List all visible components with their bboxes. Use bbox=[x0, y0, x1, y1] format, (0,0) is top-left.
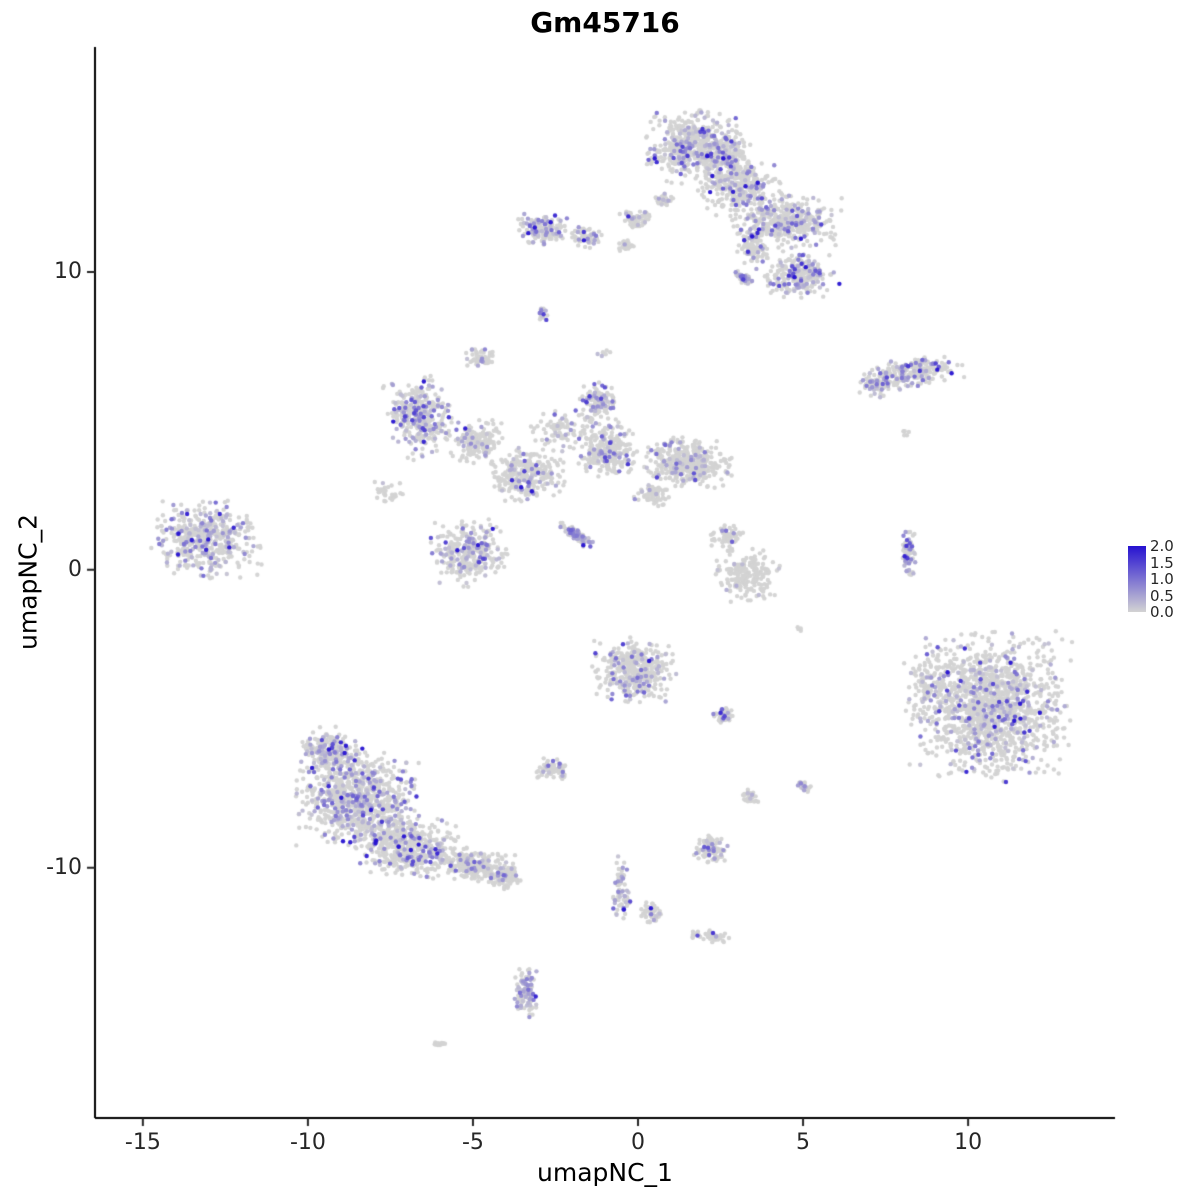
x-tick-label: -10 bbox=[289, 1130, 326, 1155]
legend-tick-label: 1.5 bbox=[1150, 553, 1174, 572]
legend-tick-label: 0.0 bbox=[1150, 603, 1174, 621]
legend-tick-label: 0.5 bbox=[1150, 586, 1174, 605]
y-axis-title: umapNC_2 bbox=[13, 514, 43, 650]
x-axis-title: umapNC_1 bbox=[537, 1158, 673, 1187]
legend-tick-label: 1.0 bbox=[1150, 570, 1174, 588]
y-tick-label: -10 bbox=[46, 854, 82, 880]
x-tick-label: 5 bbox=[796, 1130, 811, 1155]
plot-title: Gm45716 bbox=[530, 6, 680, 39]
x-tick-label: 10 bbox=[954, 1130, 983, 1155]
legend-tick-label: 2.0 bbox=[1150, 537, 1174, 555]
legend-gradient-bar bbox=[1128, 546, 1146, 612]
x-tick-label: -15 bbox=[124, 1130, 161, 1155]
x-tick-label: -5 bbox=[461, 1130, 484, 1155]
x-tick-label: 0 bbox=[631, 1130, 645, 1155]
y-tick-label: 0 bbox=[68, 556, 82, 582]
y-tick-label: 10 bbox=[54, 258, 82, 284]
